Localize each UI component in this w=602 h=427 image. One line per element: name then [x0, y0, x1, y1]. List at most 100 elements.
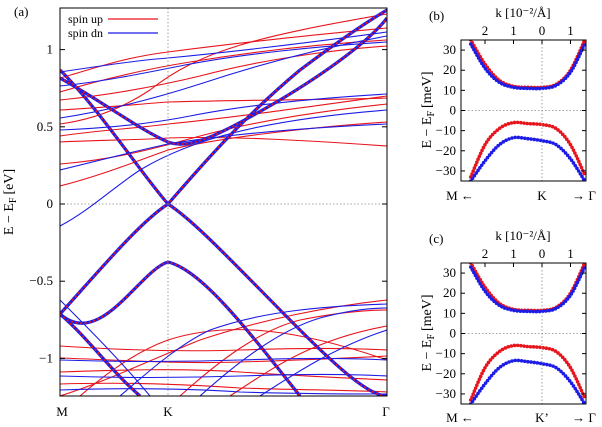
- y-tick-label: −20: [436, 366, 456, 381]
- data-point: [561, 371, 566, 376]
- data-point: [538, 361, 543, 366]
- data-point: [526, 136, 530, 141]
- data-point: [503, 346, 508, 350]
- data-point: [581, 269, 585, 273]
- data-point: [553, 349, 558, 353]
- data-point: [532, 137, 537, 142]
- data-point: [535, 138, 540, 142]
- data-point: [497, 303, 501, 307]
- data-point: [509, 121, 514, 125]
- data-point: [481, 368, 486, 373]
- data-point: [498, 141, 503, 146]
- data-point: [544, 346, 549, 351]
- data-point: [560, 132, 565, 137]
- series-line: [470, 263, 586, 312]
- data-point: [476, 56, 481, 60]
- series-line: [470, 344, 586, 401]
- data-point: [567, 294, 572, 299]
- data-point: [480, 284, 484, 289]
- band-line: [60, 299, 151, 396]
- data-point: [515, 86, 520, 90]
- panel-b-bands: [468, 40, 586, 181]
- data-point: [503, 123, 508, 127]
- data-point: [493, 353, 497, 358]
- data-point: [495, 128, 500, 133]
- data-point: [566, 140, 571, 144]
- data-point: [556, 128, 560, 132]
- data-point: [494, 146, 498, 150]
- data-point: [515, 120, 520, 125]
- data-point: [516, 135, 521, 140]
- data-point: [561, 301, 566, 306]
- data-point: [516, 358, 521, 363]
- data-point: [500, 347, 505, 352]
- data-point: [483, 289, 488, 294]
- data-point: [477, 154, 482, 159]
- data-point: [487, 153, 492, 157]
- data-point: [483, 66, 488, 71]
- data-point: [563, 151, 568, 155]
- data-point: [524, 86, 529, 91]
- data-point: [476, 279, 481, 283]
- data-point: [580, 174, 584, 179]
- data-point: [571, 384, 576, 388]
- top-tick-label: 2: [482, 246, 489, 261]
- legend-spin-up-label: spin up: [68, 12, 103, 26]
- top-tick-label: 1: [510, 23, 517, 38]
- data-point: [491, 148, 496, 153]
- panel-c-ylabel: E − EF[meV]: [420, 294, 437, 371]
- data-point: [502, 306, 507, 310]
- data-point: [577, 54, 581, 59]
- data-point: [550, 124, 555, 129]
- band-line: [60, 136, 387, 147]
- band-line: [60, 388, 387, 395]
- data-point: [528, 121, 533, 126]
- data-point: [547, 346, 552, 351]
- data-point: [569, 291, 574, 296]
- data-point: [518, 86, 523, 90]
- data-point: [522, 136, 527, 141]
- data-point: [506, 122, 511, 126]
- band-line: [60, 103, 387, 165]
- band-line: [60, 31, 387, 73]
- data-point: [509, 307, 513, 312]
- data-point: [472, 389, 477, 393]
- data-point: [491, 371, 496, 376]
- data-point: [532, 360, 537, 365]
- data-point: [487, 294, 492, 299]
- data-point: [569, 381, 574, 386]
- data-point: [507, 137, 511, 141]
- data-point: [561, 148, 566, 153]
- data-point: [497, 126, 502, 131]
- data-point: [492, 299, 496, 304]
- data-point: [488, 358, 493, 362]
- data-point: [553, 307, 558, 311]
- data-point: [471, 169, 476, 173]
- data-point: [534, 309, 539, 314]
- data-point: [563, 357, 567, 362]
- panel-c-top-axis-label: k [10⁻²/Å]: [495, 228, 550, 243]
- data-point: [470, 176, 475, 181]
- data-point: [506, 84, 510, 88]
- data-point: [478, 151, 483, 156]
- band-line: [60, 261, 301, 396]
- panel-c-xlabel-right: → Γ: [572, 410, 596, 425]
- data-point: [529, 137, 533, 141]
- data-point: [575, 389, 579, 394]
- data-point: [502, 83, 507, 87]
- data-point: [558, 303, 563, 308]
- data-point: [500, 124, 505, 129]
- data-point: [578, 51, 583, 56]
- y-tick-label: −10: [436, 123, 456, 138]
- data-point: [577, 382, 581, 387]
- series-line: [470, 40, 586, 89]
- top-tick-label: 1: [567, 246, 574, 261]
- data-point: [509, 344, 514, 348]
- panel-a-xtick-k: K: [163, 404, 173, 419]
- band-line: [60, 345, 387, 352]
- panel-a-xtick-gamma: Γ: [382, 404, 390, 419]
- data-point: [476, 157, 480, 162]
- band-line: [60, 41, 387, 87]
- panel-b-xlabel-center: K: [537, 188, 547, 203]
